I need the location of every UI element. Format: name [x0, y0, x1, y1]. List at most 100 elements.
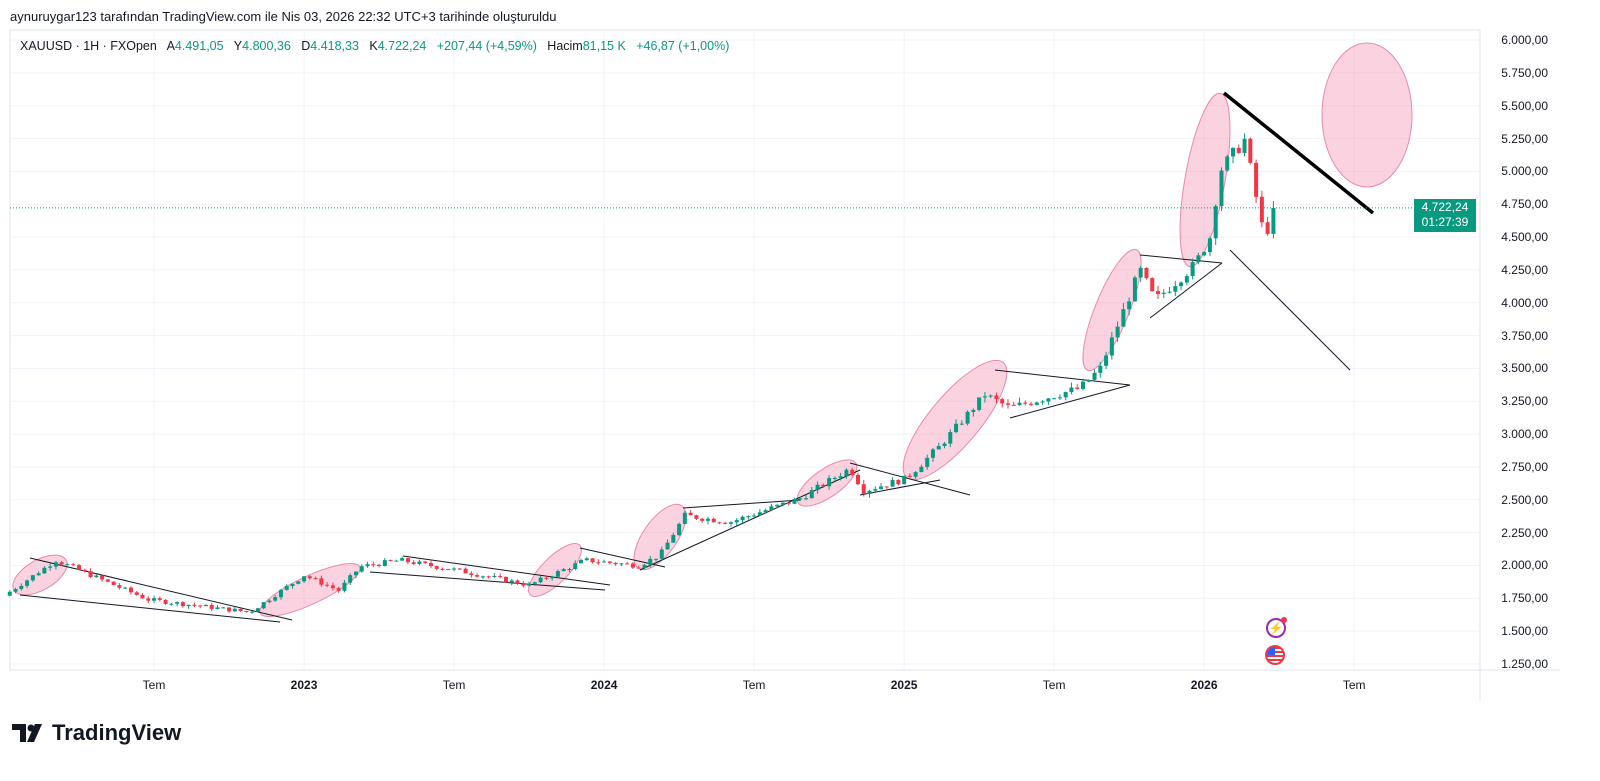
us-flag-icon[interactable]	[1265, 645, 1285, 665]
candle-body	[232, 608, 237, 612]
trend-line	[19, 594, 281, 623]
candle-body	[238, 608, 243, 612]
candle-body	[1000, 399, 1005, 404]
candle-body	[25, 580, 30, 586]
credit-text: aynuruygar123 tarafından TradingView.com…	[10, 9, 557, 24]
price-tick: 4.250,00	[1501, 262, 1548, 277]
candle-body	[948, 432, 953, 444]
candle-body	[769, 506, 774, 511]
last-price: 4.722,24	[1421, 200, 1469, 214]
candle-body	[134, 592, 139, 595]
highlight-ellipse	[902, 359, 1008, 481]
candle-body	[192, 604, 197, 606]
candle-body	[792, 498, 797, 504]
highlight-ellipse	[796, 459, 858, 507]
tradingview-logo[interactable]: TradingView	[12, 720, 181, 746]
symbol-name[interactable]: XAUUSD · 1H · FXOpen	[20, 39, 157, 53]
open-value: 4.491,05	[174, 39, 224, 53]
candle-body	[786, 502, 791, 504]
candle-body	[1236, 147, 1241, 153]
candle-body	[902, 475, 907, 485]
time-tick: 2023	[290, 678, 318, 692]
candle-body	[1057, 397, 1062, 399]
candle-body	[53, 562, 58, 567]
candle-body	[457, 568, 462, 570]
candle-body	[1173, 286, 1178, 292]
candle-body	[307, 576, 312, 579]
candle-body	[555, 571, 560, 577]
candle-body	[682, 512, 687, 524]
candle-body	[584, 558, 589, 561]
price-tick: 4.500,00	[1501, 230, 1548, 245]
candle-body	[186, 604, 191, 607]
candle-body	[152, 598, 157, 601]
candle-body	[77, 565, 82, 570]
candle-body	[850, 469, 855, 475]
candle-body	[527, 583, 532, 586]
candle-body	[1104, 355, 1109, 366]
candle-body	[827, 478, 832, 487]
candle-body	[1254, 162, 1259, 197]
trend-line	[402, 555, 611, 586]
candle-body	[1132, 277, 1137, 302]
price-tick: 5.250,00	[1501, 131, 1548, 146]
candle-body	[654, 558, 659, 560]
candle-body	[215, 607, 220, 609]
trend-line	[682, 499, 801, 509]
candle-body	[965, 411, 970, 424]
price-tick: 4.750,00	[1501, 197, 1548, 212]
candle-body	[815, 484, 820, 491]
candle-body	[884, 486, 889, 488]
candle-body	[1259, 196, 1264, 223]
candle-body	[636, 567, 641, 569]
candle-body	[619, 563, 624, 565]
candle-body	[930, 449, 935, 458]
price-tick: 4.000,00	[1501, 295, 1548, 310]
candle-body	[244, 611, 249, 613]
candle-body	[359, 566, 364, 572]
candle-body	[123, 587, 128, 589]
low-label: D	[301, 39, 311, 53]
candle-body	[994, 395, 999, 400]
candle-body	[30, 575, 35, 581]
candle-body	[763, 510, 768, 513]
candle-body	[365, 564, 370, 567]
candle-body	[480, 576, 485, 578]
candle-body	[146, 598, 151, 601]
time-tick: Tem	[1342, 678, 1366, 692]
candle-body	[705, 518, 710, 521]
candle-body	[1161, 292, 1166, 294]
candle-body	[752, 515, 757, 517]
candle-body	[550, 576, 555, 579]
candle-body	[688, 512, 693, 516]
price-tick: 2.250,00	[1501, 525, 1548, 540]
candle-body	[325, 584, 330, 586]
candle-body	[1005, 403, 1010, 405]
candle-body	[607, 561, 612, 563]
price-tick: 5.750,00	[1501, 65, 1548, 80]
candle-body	[579, 560, 583, 564]
volume-label: Hacim	[547, 39, 583, 53]
candle-body	[1029, 403, 1034, 405]
candle-body	[573, 563, 578, 570]
high-label: Y	[233, 39, 243, 53]
price-tick: 2.000,00	[1501, 558, 1548, 573]
candle-body	[1167, 291, 1172, 293]
candle-body	[100, 575, 105, 580]
candle-body	[180, 602, 185, 607]
candle-body	[855, 474, 860, 485]
lightning-icon[interactable]: ⚡	[1266, 617, 1287, 638]
candle-body	[971, 409, 976, 412]
candle-body	[757, 512, 762, 516]
candle-body	[746, 516, 751, 518]
volume-change: +46,87 (+1,00%)	[636, 39, 730, 53]
candle-body	[942, 443, 947, 446]
candle-body	[13, 589, 18, 592]
price-tick: 2.500,00	[1501, 492, 1548, 507]
price-tick: 6.000,00	[1501, 33, 1548, 48]
candle-body	[175, 602, 180, 604]
candle-body	[630, 563, 635, 568]
candle-body	[128, 587, 133, 593]
candle-body	[313, 578, 318, 580]
